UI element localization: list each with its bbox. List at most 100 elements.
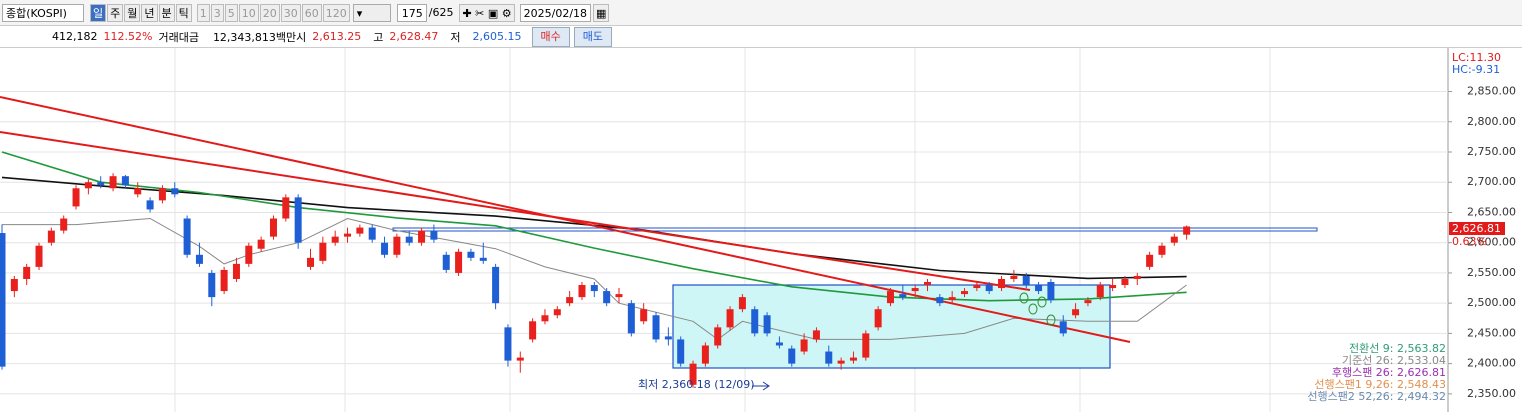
y-tick-label: 2,350.00 [1467,387,1516,400]
interval-button[interactable]: 3 [210,3,224,22]
candle-body [998,278,1006,289]
open: 2,613.25 [312,30,362,43]
legend-entry: 선행스팬1 9,26: 2,548.43 [1314,378,1446,391]
period-button[interactable]: 주 [107,3,124,22]
interval-button[interactable]: 10 [238,3,259,22]
candle-body [640,309,648,322]
symbol[interactable]: 종합(KOSPI) [2,3,84,22]
candle-body [467,251,475,258]
y-tick-label: 2,800.00 [1467,115,1516,128]
dropdown[interactable]: ▾ [352,3,391,22]
last-price: 2,626.81 [1452,222,1501,235]
candle-body [763,315,771,334]
candle-body [1010,275,1018,279]
candle-body [134,188,142,195]
candle-body [1096,285,1104,298]
open-label: 시 [296,30,307,44]
period-button[interactable]: 년 [141,3,158,22]
candle-body [615,294,623,298]
high: 2,628.47 [389,30,439,43]
calendar[interactable]: ▦ [593,3,610,22]
candle-body [393,236,401,255]
tool-icons[interactable]: ✚ ✂ ▣ ⚙ [459,3,515,22]
candle-body [1084,300,1092,304]
hc-label: HC:-9.31 [1452,63,1500,76]
candle-body [97,182,105,186]
y-tick-label: 2,650.00 [1467,205,1516,218]
candle-body [1072,309,1080,316]
period-button[interactable]: 틱 [175,3,192,22]
amount-label: 거래대금 [158,30,199,44]
candle-body [23,266,31,279]
candle-body [307,257,314,267]
trend-line [0,131,1031,291]
interval-button[interactable]: 30 [280,3,301,22]
low-label: 저 [450,30,461,44]
candle-body [109,176,117,189]
lc-label: LC:11.30 [1452,51,1501,64]
y-tick-label: 2,850.00 [1467,85,1516,98]
candle-body [566,297,574,304]
y-tick-label: 2,500.00 [1467,296,1516,309]
candle-body [195,254,203,264]
chart: 2,350.00 2,400.00 2,450.00 2,500.00 2,550.00… [0,48,1516,412]
annotation: 최저 2,360.18 (12/09) [638,378,755,391]
candles [0,173,1191,388]
candle-body [849,357,857,361]
candle-body [961,291,969,295]
change: 0.63% [1452,235,1487,248]
ellipse-drawings [1019,292,1056,326]
candle-body [183,218,191,255]
candle-body [35,245,43,267]
sell-button[interactable]: 매도 [573,26,612,47]
candle-body [1170,236,1178,243]
candle-body [1146,254,1154,267]
volume-ratio: 112.52% [103,30,153,43]
count[interactable]: 175 [396,3,427,22]
candle-body [1109,285,1117,289]
candle-body [1047,282,1055,301]
candle-body [331,236,339,243]
candle-body [72,188,80,207]
y-tick-label: 2,700.00 [1467,175,1516,188]
candle-body [627,303,635,334]
candle-body [146,200,154,210]
low: 2,605.15 [472,30,522,43]
candle-body [973,285,981,289]
interval-button[interactable]: 60 [301,3,322,22]
total: /625 [428,6,454,19]
candle-body [726,309,734,328]
candle-body [664,336,672,340]
candle-body [775,342,783,346]
candle-body [590,285,598,292]
candle-body [368,227,376,240]
buy-button[interactable]: 매수 [531,26,570,47]
date[interactable]: 2025/02/18 [519,3,592,22]
candle-body [405,236,413,243]
candle-body [516,357,524,361]
candle-body [492,266,500,304]
interval-button[interactable]: 5 [224,3,238,22]
interval-button[interactable]: 1 [196,3,210,22]
candle-body [294,197,302,243]
candle-body [319,242,327,261]
candle-body [603,291,611,304]
amount: 12,343,813백만 [212,30,297,44]
period-button[interactable]: 분 [158,3,175,22]
period-button[interactable]: 일 [90,3,107,22]
interval-button[interactable]: 120 [322,3,350,22]
y-tick-label: 2,450.00 [1467,326,1516,339]
candle-body [158,188,166,201]
period-button[interactable]: 월 [124,3,141,22]
y-tick-label: 2,550.00 [1467,266,1516,279]
candle-body [269,218,277,237]
quote-bar: 412,182 112.52% 거래대금 12,343,813백만 시 2,61… [0,26,1522,48]
candle-body [220,269,228,292]
candle-body [442,254,450,270]
interval-button[interactable]: 20 [259,3,280,22]
candle-body [689,363,697,385]
candle-body [1022,275,1030,286]
candle-body [738,297,746,310]
